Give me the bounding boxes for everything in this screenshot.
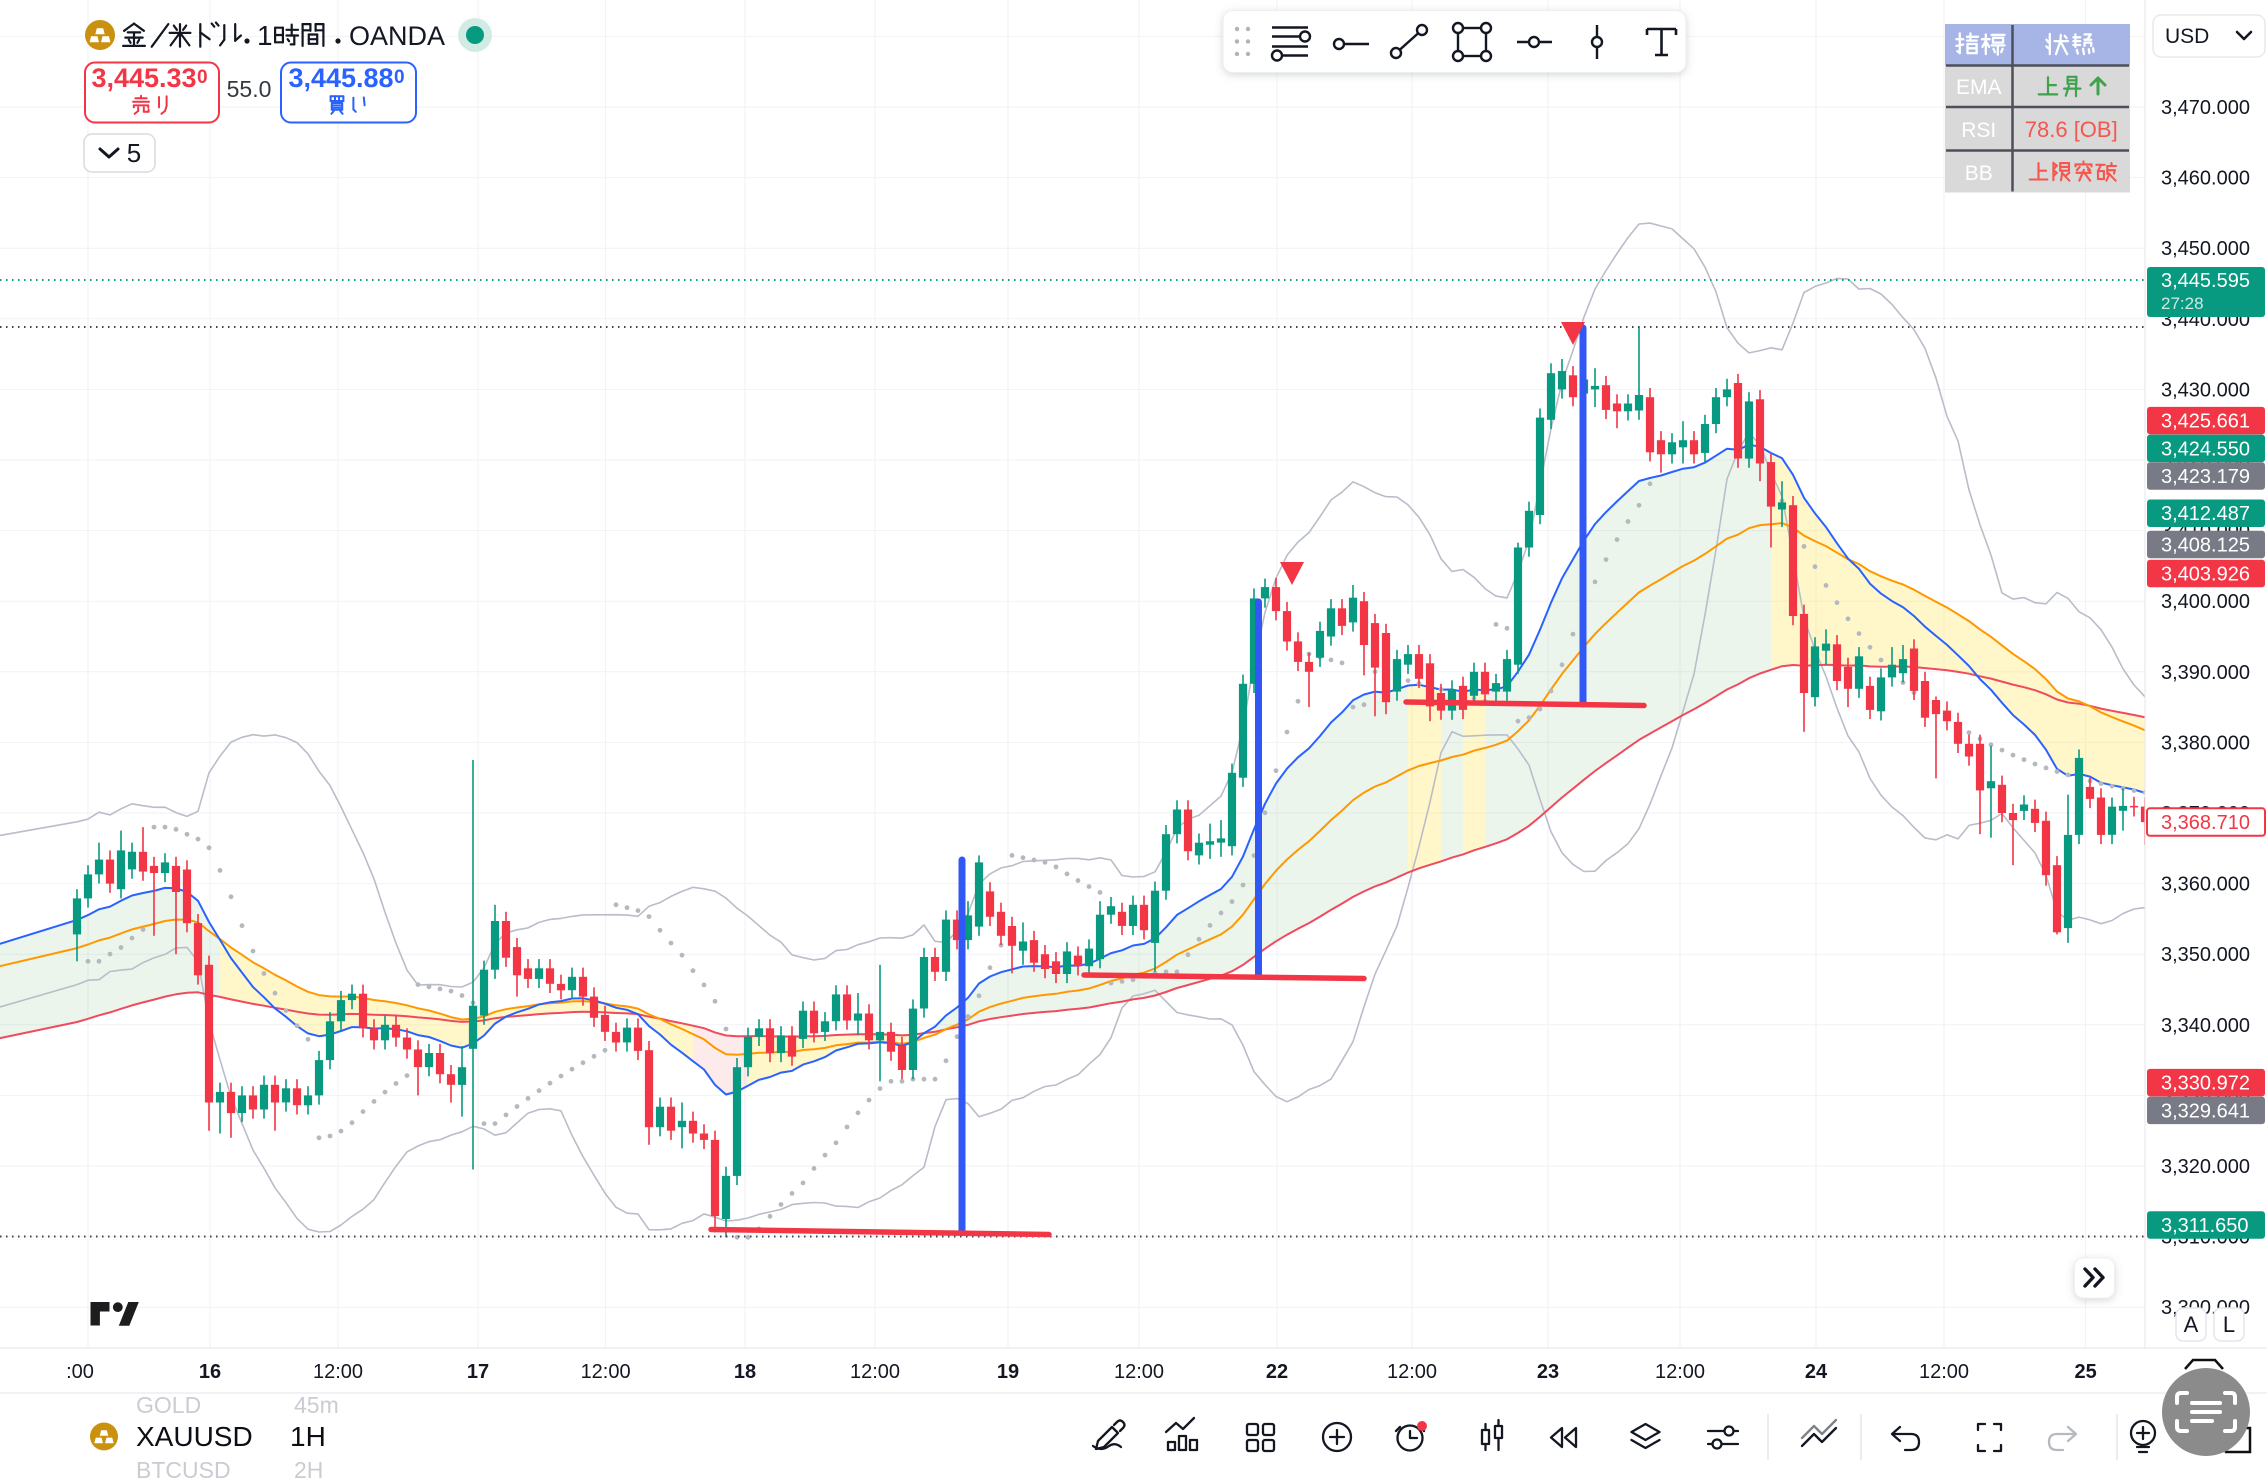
- svg-text:3,460.000: 3,460.000: [2161, 168, 2250, 190]
- svg-text::00: :00: [66, 1361, 94, 1383]
- svg-text:3,380.000: 3,380.000: [2161, 732, 2250, 754]
- svg-text:3,425.661: 3,425.661: [2161, 411, 2250, 433]
- svg-text:3,350.000: 3,350.000: [2161, 944, 2250, 966]
- svg-text:0: 0: [394, 67, 405, 88]
- svg-text:3,450.000: 3,450.000: [2161, 238, 2250, 260]
- svg-text:L: L: [2223, 1312, 2235, 1337]
- svg-text:3,445.595: 3,445.595: [2161, 270, 2250, 292]
- svg-text:25: 25: [2074, 1361, 2096, 1383]
- svg-text:12:00: 12:00: [1655, 1361, 1705, 1383]
- svg-text:3,340.000: 3,340.000: [2161, 1015, 2250, 1037]
- svg-text:12:00: 12:00: [1387, 1361, 1437, 1383]
- svg-text:3,445.88: 3,445.88: [288, 63, 393, 93]
- svg-text:2H: 2H: [294, 1457, 323, 1481]
- svg-text:3,400.000: 3,400.000: [2161, 591, 2250, 613]
- svg-text:3,330.972: 3,330.972: [2161, 1073, 2250, 1095]
- svg-text:27:28: 27:28: [2161, 294, 2204, 313]
- svg-text:3,311.650: 3,311.650: [2161, 1215, 2249, 1237]
- svg-text:45m: 45m: [294, 1392, 339, 1418]
- svg-text:24: 24: [1805, 1361, 1828, 1383]
- svg-text:3,320.000: 3,320.000: [2161, 1156, 2250, 1178]
- svg-text:BB: BB: [1965, 162, 1993, 185]
- svg-text:12:00: 12:00: [313, 1361, 363, 1383]
- svg-text:12:00: 12:00: [850, 1361, 900, 1383]
- svg-text:12:00: 12:00: [1919, 1361, 1969, 1383]
- svg-text:3,329.641: 3,329.641: [2161, 1100, 2250, 1122]
- svg-text:18: 18: [734, 1361, 756, 1383]
- svg-text:3,470.000: 3,470.000: [2161, 97, 2250, 119]
- svg-text:12:00: 12:00: [1114, 1361, 1164, 1383]
- svg-text:3,445.33: 3,445.33: [91, 63, 196, 93]
- svg-text:3,424.550: 3,424.550: [2161, 438, 2250, 460]
- svg-text:3,403.926: 3,403.926: [2161, 564, 2250, 586]
- svg-text:12:00: 12:00: [581, 1361, 631, 1383]
- svg-text:23: 23: [1537, 1361, 1559, 1383]
- svg-text:3,368.710: 3,368.710: [2161, 812, 2250, 834]
- svg-text:3,408.125: 3,408.125: [2161, 535, 2250, 557]
- svg-text:17: 17: [467, 1361, 489, 1383]
- svg-text:19: 19: [997, 1361, 1019, 1383]
- svg-text:55.0: 55.0: [227, 76, 272, 102]
- svg-text:1H: 1H: [290, 1421, 326, 1452]
- svg-text:EMA: EMA: [1956, 76, 2002, 99]
- svg-text:3,430.000: 3,430.000: [2161, 379, 2250, 401]
- svg-text:22: 22: [1266, 1361, 1288, 1383]
- svg-text:RSI: RSI: [1961, 119, 1996, 142]
- svg-text:5: 5: [127, 138, 141, 168]
- svg-text:A: A: [2184, 1312, 2199, 1337]
- svg-text:78.6 [OB]: 78.6 [OB]: [2025, 117, 2118, 142]
- svg-text:3,360.000: 3,360.000: [2161, 874, 2250, 896]
- svg-text:1: 1: [257, 20, 273, 51]
- svg-text:GOLD: GOLD: [136, 1392, 201, 1418]
- svg-text:3,423.179: 3,423.179: [2161, 466, 2250, 488]
- svg-text:OANDA: OANDA: [349, 21, 445, 51]
- svg-text:USD: USD: [2165, 25, 2209, 48]
- svg-text:BTCUSD: BTCUSD: [136, 1457, 231, 1481]
- svg-text:3,390.000: 3,390.000: [2161, 662, 2250, 684]
- svg-text:3,412.487: 3,412.487: [2161, 503, 2250, 525]
- svg-text:XAUUSD: XAUUSD: [136, 1421, 253, 1452]
- svg-text:16: 16: [199, 1361, 221, 1383]
- svg-text:0: 0: [197, 67, 208, 88]
